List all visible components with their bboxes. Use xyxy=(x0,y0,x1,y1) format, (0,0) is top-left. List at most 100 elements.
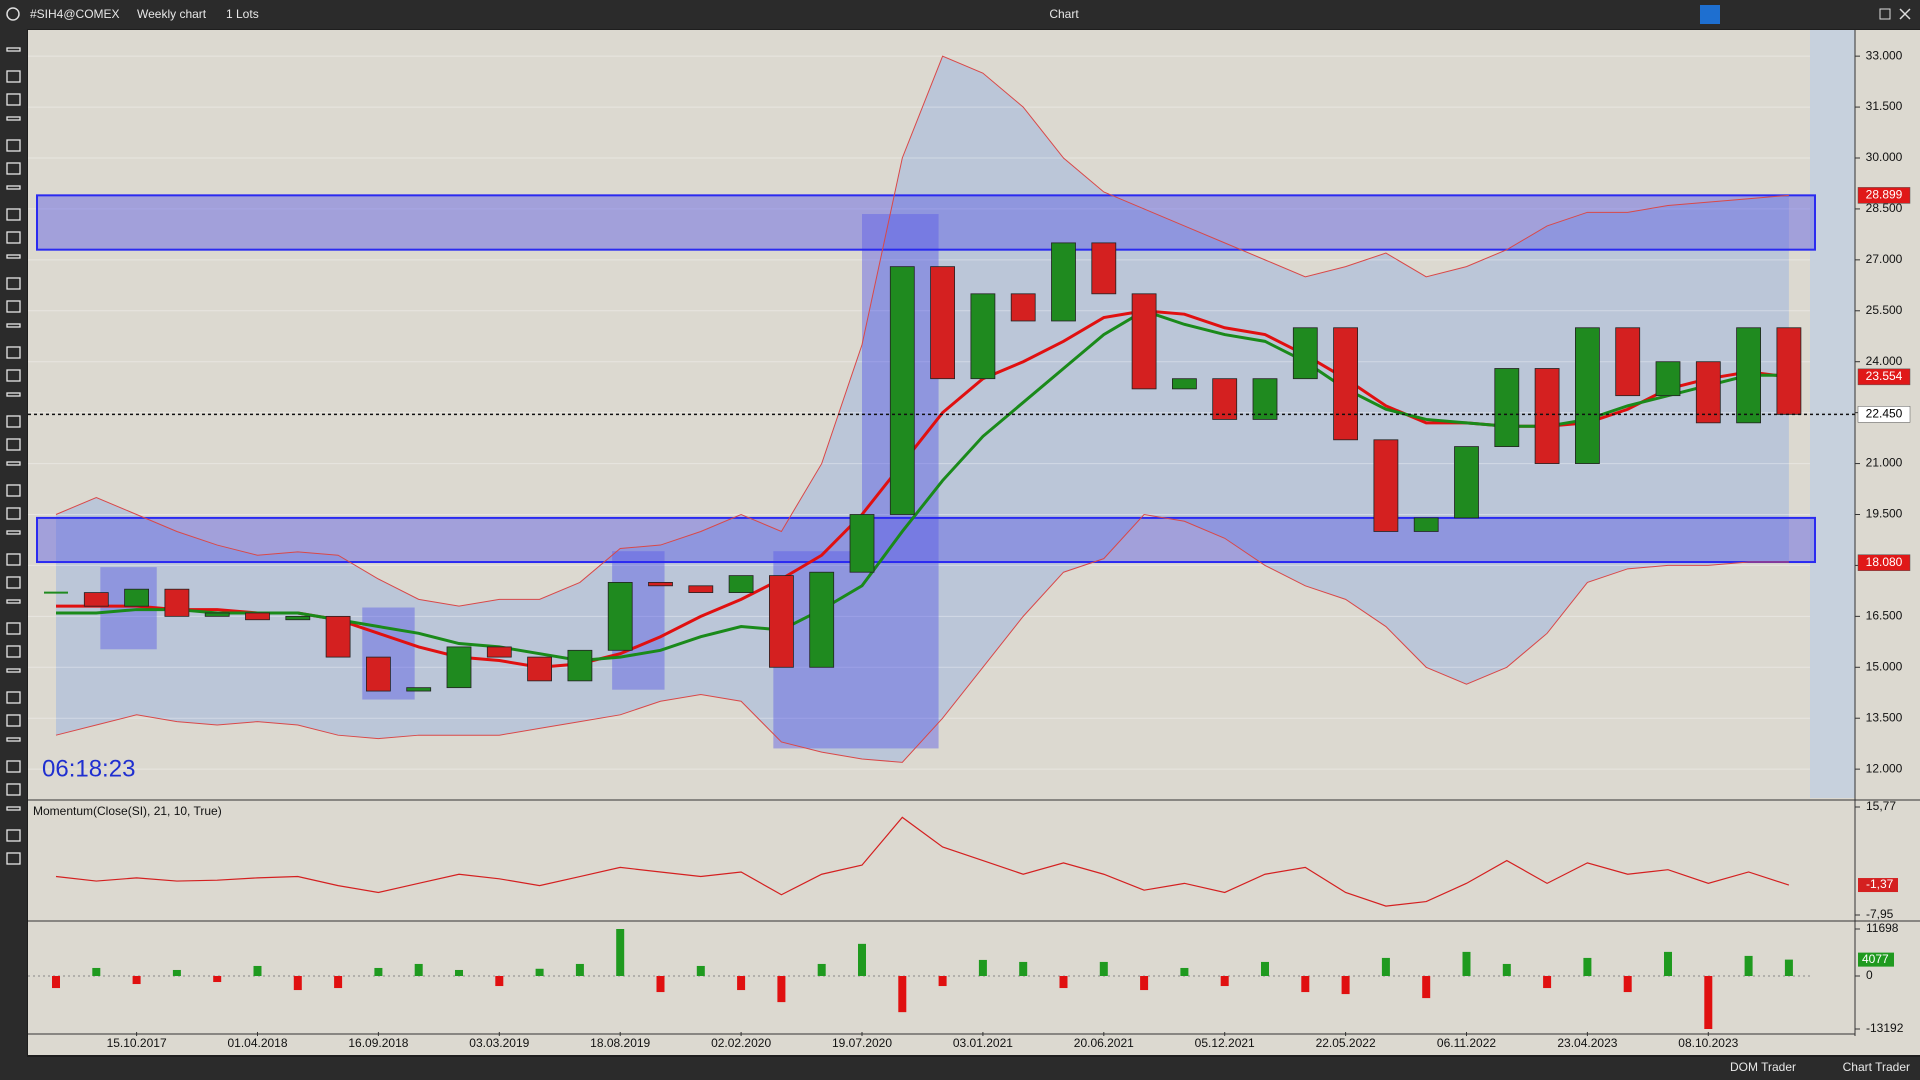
period[interactable]: Weekly chart xyxy=(137,7,207,21)
tool-icon[interactable] xyxy=(6,47,21,52)
tool-icon[interactable] xyxy=(6,185,21,190)
tool-icon[interactable] xyxy=(6,530,21,535)
tool-icon[interactable] xyxy=(6,760,21,773)
tool-icon[interactable] xyxy=(6,415,21,428)
tool-icon[interactable] xyxy=(6,829,21,842)
price-marker xyxy=(1857,554,1911,571)
close-button[interactable] xyxy=(1899,8,1911,20)
tool-icon[interactable] xyxy=(6,691,21,704)
histogram-bar xyxy=(253,965,262,976)
histogram-bar xyxy=(1220,975,1229,987)
tool-column xyxy=(0,29,27,1057)
candle xyxy=(83,592,109,607)
tool-icon[interactable] xyxy=(6,668,21,673)
histogram-bar xyxy=(1704,975,1713,1029)
tool-icon[interactable] xyxy=(6,507,21,520)
tool-icon[interactable] xyxy=(6,70,21,83)
candle xyxy=(567,649,593,682)
candle xyxy=(1454,446,1479,519)
candle xyxy=(1292,327,1318,380)
x-tick-label: 15.10.2017 xyxy=(107,1036,167,1050)
tool-icon[interactable] xyxy=(6,162,21,175)
y-tick-label: 28.500 xyxy=(1866,201,1903,215)
toolbar xyxy=(0,0,1920,29)
tool-icon[interactable] xyxy=(6,231,21,244)
histogram-bar xyxy=(334,975,343,989)
histogram-bar xyxy=(737,975,746,991)
histogram-bar xyxy=(656,975,665,993)
x-tick-label: 19.07.2020 xyxy=(832,1036,892,1050)
y-tick-label: 19.500 xyxy=(1866,507,1903,521)
x-tick-label: 01.04.2018 xyxy=(227,1036,287,1050)
tool-icon[interactable] xyxy=(6,806,21,811)
histogram-bar xyxy=(132,975,141,985)
tool-icon[interactable] xyxy=(6,438,21,451)
tool-icon[interactable] xyxy=(6,553,21,566)
y-tick-label: 24.000 xyxy=(1866,354,1903,368)
tool-icon[interactable] xyxy=(6,622,21,635)
tool-icon[interactable] xyxy=(6,208,21,221)
candle xyxy=(607,582,633,651)
histogram-bar xyxy=(1744,955,1753,976)
tool-icon[interactable] xyxy=(6,599,21,604)
y-tick-label: 15,77 xyxy=(1866,799,1896,813)
price-marker xyxy=(1857,187,1911,204)
tool-icon[interactable] xyxy=(6,300,21,313)
camera-button[interactable] xyxy=(1700,5,1720,24)
symbol[interactable]: #SIH4@COMEX xyxy=(30,7,120,21)
candle xyxy=(1131,293,1157,390)
lots[interactable]: 1 Lots xyxy=(226,7,259,21)
tool-icon[interactable] xyxy=(6,139,21,152)
price-marker-label: 23.554 xyxy=(1866,369,1903,383)
candle xyxy=(769,575,794,668)
app-icon[interactable] xyxy=(6,7,20,21)
price-marker xyxy=(1857,368,1911,386)
histogram-bar xyxy=(1502,963,1511,976)
candle xyxy=(970,293,996,380)
window-title: Chart xyxy=(1049,7,1079,21)
tool-icon[interactable] xyxy=(6,93,21,106)
histogram-bar xyxy=(1462,951,1471,976)
value-marker xyxy=(1858,878,1898,893)
zone xyxy=(36,194,1816,251)
y-tick-label: 13.500 xyxy=(1866,710,1903,724)
histogram-bar xyxy=(898,975,907,1013)
histogram-bar xyxy=(213,975,222,983)
histogram-bar xyxy=(777,975,786,1003)
tool-icon[interactable] xyxy=(6,484,21,497)
indicator-line xyxy=(55,55,1789,607)
histogram-bar xyxy=(374,967,383,976)
x-tick-label: 03.01.2021 xyxy=(953,1036,1013,1050)
candle xyxy=(285,615,311,621)
tool-icon[interactable] xyxy=(6,369,21,382)
histogram-bar xyxy=(1261,961,1269,976)
y-tick-label: 21.000 xyxy=(1866,456,1903,470)
tool-icon[interactable] xyxy=(6,392,21,397)
tool-icon[interactable] xyxy=(6,323,21,328)
tool-icon[interactable] xyxy=(6,346,21,359)
x-tick-label: 22.05.2022 xyxy=(1316,1036,1376,1050)
x-tick-label: 08.10.2023 xyxy=(1678,1036,1738,1050)
tool-icon[interactable] xyxy=(6,254,21,259)
tool-icon[interactable] xyxy=(6,737,21,742)
histogram-bar xyxy=(172,969,181,976)
tool-icon[interactable] xyxy=(6,461,21,466)
tool-icon[interactable] xyxy=(6,576,21,589)
tool-icon[interactable] xyxy=(6,783,21,796)
candle xyxy=(1091,242,1117,295)
tool-icon[interactable] xyxy=(6,714,21,727)
tool-icon[interactable] xyxy=(6,277,21,290)
candle xyxy=(1333,327,1358,441)
candle xyxy=(1413,517,1439,532)
tool-icon[interactable] xyxy=(6,116,21,121)
histogram-bar xyxy=(455,969,463,976)
drawing-tools xyxy=(0,29,27,1057)
dom-trader[interactable]: DOM Trader xyxy=(1730,1060,1796,1074)
restore-button[interactable] xyxy=(1879,8,1891,20)
tool-icon[interactable] xyxy=(6,852,21,865)
histogram-bar xyxy=(92,967,101,976)
chart-trader[interactable]: Chart Trader xyxy=(1843,1060,1910,1074)
histogram-bar xyxy=(1583,957,1592,976)
tool-icon[interactable] xyxy=(6,645,21,658)
y-tick-label: 25.500 xyxy=(1866,303,1903,317)
